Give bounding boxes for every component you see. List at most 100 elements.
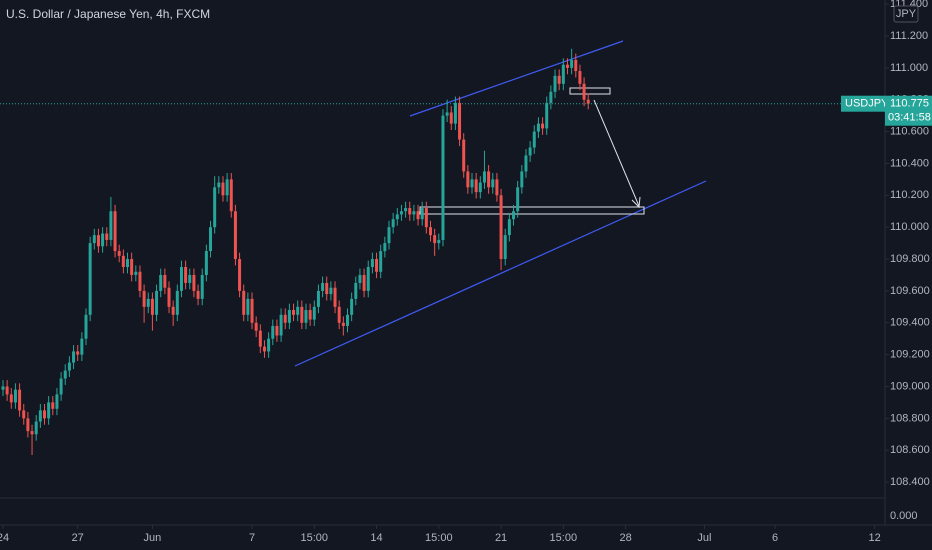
candle-body: [395, 214, 399, 220]
candle-body: [22, 410, 26, 419]
candle-body: [84, 314, 88, 339]
candle-body: [300, 306, 304, 323]
candle-body: [55, 394, 59, 409]
candle-body: [366, 267, 370, 291]
candle-body: [512, 211, 516, 220]
candle-body: [391, 219, 395, 228]
y-tick-label: 111.400: [890, 0, 928, 10]
currency-label: JPY: [896, 8, 917, 20]
candle-body: [126, 259, 130, 268]
candle-body: [354, 282, 358, 299]
candle-body: [34, 421, 38, 435]
candle-body: [171, 306, 175, 315]
candle-body: [279, 314, 283, 336]
y-tick-label: 111.000: [890, 62, 928, 74]
candle-body: [370, 259, 374, 268]
candle-body: [80, 338, 84, 355]
candle-body: [213, 187, 217, 228]
candle-body: [130, 259, 134, 275]
candle-body: [238, 259, 242, 291]
candle-body: [379, 251, 383, 272]
y-tick-label: 109.200: [890, 349, 930, 361]
candle-body: [495, 179, 499, 196]
candle-body: [586, 99, 590, 104]
candle-body: [96, 235, 100, 247]
candle-body: [142, 290, 146, 307]
zone-box: [419, 206, 645, 215]
candle-body: [229, 179, 233, 212]
candle-body: [308, 310, 312, 320]
y-tick-label: 111.200: [890, 30, 928, 42]
candle-body: [541, 123, 545, 129]
candle-body: [179, 267, 183, 291]
candle-body: [437, 239, 441, 244]
y-tick-label: 110.000: [890, 221, 929, 233]
candle-body: [76, 351, 80, 355]
candle-body: [117, 251, 121, 256]
x-tick-label: 15:00: [425, 532, 453, 544]
candle-body: [333, 287, 337, 307]
candle-body: [72, 351, 76, 363]
candle-body: [375, 259, 379, 272]
candle-body: [470, 179, 474, 188]
candle-body: [92, 235, 96, 244]
y-tick-label: 108.600: [890, 444, 930, 456]
candle-body: [38, 410, 42, 422]
candle-body: [204, 251, 208, 275]
candle-body: [453, 102, 457, 124]
candle-body: [225, 179, 229, 196]
y-tick-label: 110.400: [890, 157, 929, 169]
candle-body: [188, 274, 192, 283]
candle-body: [287, 310, 291, 323]
candle-body: [466, 171, 470, 188]
drawings: [294, 40, 707, 367]
candle-body: [416, 211, 420, 220]
candle-body: [292, 310, 296, 315]
x-tick-label: 24: [0, 532, 9, 544]
candle-body: [507, 219, 511, 236]
candle-body: [578, 71, 582, 84]
x-tick-label: 15:00: [550, 532, 578, 544]
price-label-symbol: USDJPY: [845, 98, 889, 110]
candle-body: [51, 402, 55, 409]
candle-body: [478, 182, 482, 193]
candle-body: [221, 182, 225, 196]
candle-body: [113, 211, 117, 252]
candle-body: [1, 386, 5, 390]
x-tick-label: 14: [370, 532, 382, 544]
candle-body: [350, 298, 354, 315]
candle-body: [491, 179, 495, 188]
candle-body: [553, 75, 557, 92]
candle-body: [520, 171, 524, 188]
candle-body: [582, 83, 586, 100]
candle-body: [138, 271, 142, 291]
candle-body: [557, 75, 561, 84]
x-tick-label: Jul: [697, 532, 711, 544]
candle-body: [275, 325, 279, 336]
candle-body: [42, 410, 46, 419]
candle-body: [420, 208, 424, 220]
candle-body: [233, 211, 237, 260]
candle-body: [549, 91, 553, 103]
candle-body: [217, 182, 221, 188]
candle-body: [316, 290, 320, 307]
candle-body: [146, 298, 150, 307]
y-tick-label: 109.600: [890, 285, 930, 297]
candle-body: [262, 346, 266, 352]
candle-body: [209, 227, 213, 252]
channel-upper: [409, 40, 624, 117]
candle-body: [441, 115, 445, 240]
candle-body: [242, 290, 246, 315]
candle-body: [412, 211, 416, 215]
candle-body: [536, 123, 540, 132]
x-tick-label: 21: [495, 532, 507, 544]
y-tick-label: 110.200: [890, 189, 929, 201]
candle-body: [358, 274, 362, 283]
candles: [1, 48, 590, 455]
x-tick-label: 6: [772, 532, 778, 544]
y-tick-label: 109.800: [890, 253, 930, 265]
candle-body: [362, 274, 366, 291]
candle-body: [88, 243, 92, 315]
candle-body: [458, 102, 462, 140]
candle-body: [175, 290, 179, 315]
